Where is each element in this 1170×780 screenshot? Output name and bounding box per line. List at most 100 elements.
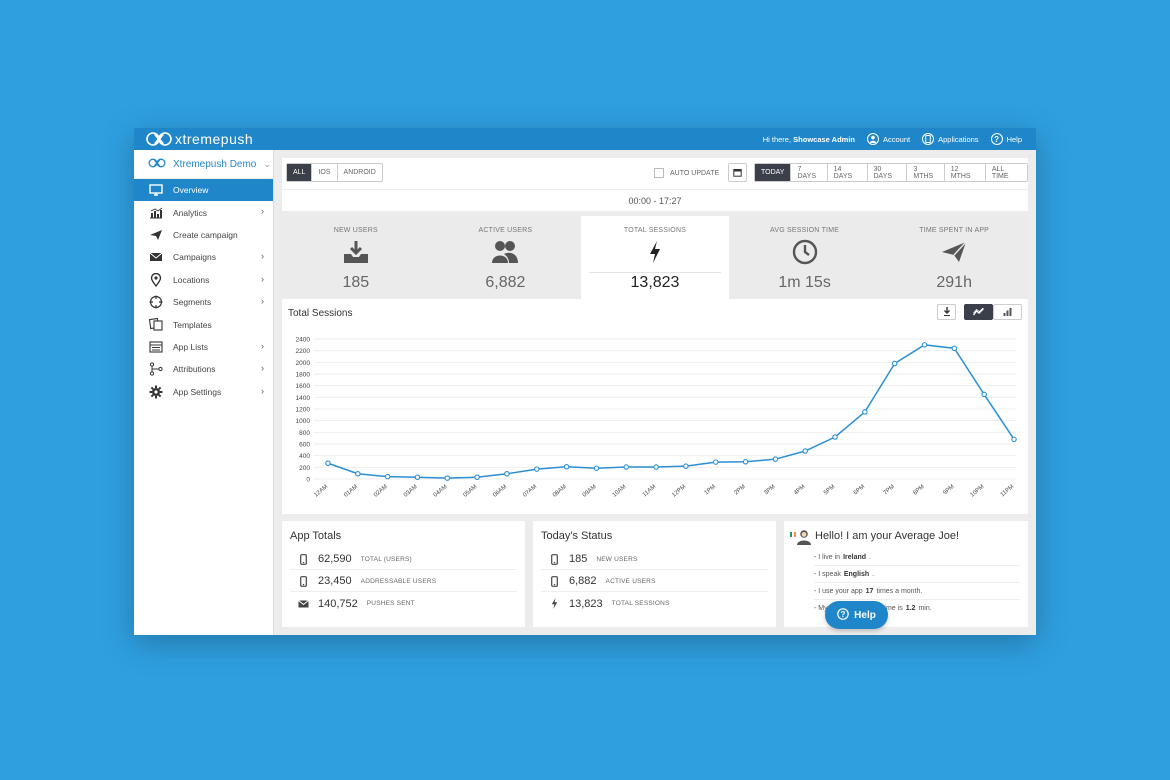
logo[interactable]: xtremepush <box>146 130 253 148</box>
x-tick-label: 3PM <box>763 484 776 497</box>
download-chart-button[interactable] <box>937 304 956 320</box>
data-point[interactable] <box>414 474 421 481</box>
data-point[interactable] <box>1011 436 1017 443</box>
joe-line-text: - I speak <box>814 570 841 578</box>
y-tick-label: 1400 <box>296 395 311 402</box>
data-point[interactable] <box>355 471 361 477</box>
stat-time-spent[interactable]: TIME SPENT IN APP 291h <box>880 216 1028 299</box>
stat-avg-session-time[interactable]: AVG SESSION TIME 1m 15s <box>730 216 879 299</box>
account-link[interactable]: Account <box>867 133 910 145</box>
data-point[interactable] <box>444 475 451 481</box>
bar-chart-button[interactable] <box>993 304 1022 320</box>
data-point[interactable] <box>712 459 719 465</box>
y-tick-label: 1800 <box>296 372 311 379</box>
data-point[interactable] <box>623 464 630 470</box>
x-tick-label: 11PM <box>1000 484 1016 498</box>
data-point[interactable] <box>951 345 958 352</box>
data-point[interactable] <box>742 459 749 465</box>
joe-line-text: - I live in <box>814 553 841 561</box>
data-point[interactable] <box>384 473 391 480</box>
sidebar-item-label: Templates <box>173 319 212 330</box>
chart-title: Total Sessions <box>288 308 353 319</box>
range-30-days-button[interactable]: 30 DAYS <box>868 164 908 181</box>
sidebar-item-locations[interactable]: Locations › <box>134 269 273 291</box>
app-name: Xtremepush Demo <box>173 158 257 170</box>
sidebar-item-overview[interactable]: Overview <box>134 179 273 202</box>
help-link[interactable]: ? Help <box>990 133 1022 145</box>
stat-value: 291h <box>936 274 972 291</box>
app-totals-title: App Totals <box>290 530 342 542</box>
sidebar-item-attributions[interactable]: Attributions › <box>134 358 273 380</box>
range-3-months-button[interactable]: 3 MTHS <box>907 164 945 181</box>
y-tick-label: 1600 <box>296 383 311 390</box>
sidebar-item-label: App Settings <box>173 386 222 397</box>
stat-label: NEW USERS <box>333 227 378 234</box>
data-point[interactable] <box>325 460 331 467</box>
x-tick-label: 10PM <box>970 484 986 499</box>
platform-all-button[interactable]: ALL <box>287 164 313 181</box>
sidebar-item-campaigns[interactable]: Campaigns › <box>134 246 273 268</box>
sidebar-item-templates[interactable]: Templates <box>134 313 273 335</box>
data-point[interactable] <box>653 464 659 470</box>
data-point[interactable] <box>772 456 779 462</box>
lightning-icon <box>581 237 729 267</box>
new-users-label: NEW USERS <box>596 555 638 563</box>
stat-total-sessions[interactable]: TOTAL SESSIONS 13,823 <box>581 216 729 299</box>
line-chart-button[interactable] <box>964 304 993 320</box>
range-7-days-button[interactable]: 7 DAYS <box>791 164 828 181</box>
stat-divider <box>589 272 721 273</box>
range-today-button[interactable]: TODAY <box>755 164 792 181</box>
xtremepush-logo-icon <box>146 131 172 147</box>
joe-line-value: 1.2 <box>905 605 916 612</box>
total-users-value: 62,590 <box>318 553 352 565</box>
data-point[interactable] <box>474 474 480 481</box>
data-point[interactable] <box>683 463 689 469</box>
sidebar-item-segments[interactable]: Segments › <box>134 291 273 313</box>
x-tick-label: 2PM <box>734 484 747 497</box>
sidebar-item-create-campaign[interactable]: Create campaign <box>134 224 273 246</box>
data-point[interactable] <box>802 448 808 454</box>
sidebar-item-app-lists[interactable]: App Lists › <box>134 336 273 358</box>
sidebar-item-app-settings[interactable]: App Settings › <box>134 381 273 403</box>
data-point[interactable] <box>921 342 928 348</box>
x-tick-label: 10AM <box>612 484 628 499</box>
stat-new-users[interactable]: NEW USERS 185 <box>282 216 430 299</box>
new-users-value: 185 <box>569 553 588 565</box>
data-point[interactable] <box>534 466 540 472</box>
data-point[interactable] <box>862 409 868 415</box>
data-point[interactable] <box>891 360 898 367</box>
help-button[interactable]: ? Help <box>825 601 888 629</box>
xtremepush-logo-icon <box>148 158 166 171</box>
greeting: Hi there, Showcase Admin <box>763 135 855 144</box>
range-12-months-button[interactable]: 12 MTHS <box>945 164 986 181</box>
data-point[interactable] <box>504 471 510 477</box>
data-point[interactable] <box>563 464 570 470</box>
sidebar-item-label: Analytics <box>173 207 208 218</box>
auto-update-checkbox[interactable] <box>654 168 664 178</box>
range-14-days-button[interactable]: 14 DAYS <box>828 164 868 181</box>
data-point[interactable] <box>832 434 838 440</box>
stat-active-users[interactable]: ACTIVE USERS 6,882 <box>431 216 580 299</box>
brand-name: xtremepush <box>175 131 254 147</box>
x-tick-label: 7PM <box>883 484 896 497</box>
envelope-icon <box>148 250 164 264</box>
data-point[interactable] <box>593 465 600 471</box>
stat-label: ACTIVE USERS <box>478 227 533 234</box>
joe-line-text: times a month. <box>876 587 923 595</box>
calendar-icon <box>733 164 742 182</box>
platform-ios-button[interactable]: IOS <box>312 164 338 181</box>
avatar-icon <box>790 529 812 550</box>
applications-link[interactable]: Applications <box>922 133 979 145</box>
sidebar-item-analytics[interactable]: Analytics › <box>134 201 273 223</box>
calendar-button[interactable] <box>728 163 747 182</box>
platform-android-button[interactable]: ANDROID <box>343 169 376 176</box>
y-tick-label: 400 <box>299 453 310 460</box>
app-switcher[interactable]: Xtremepush Demo ⌄ <box>134 150 273 179</box>
active-users-value: 6,882 <box>569 575 597 587</box>
data-point[interactable] <box>981 391 987 398</box>
auto-update-toggle[interactable]: AUTO UPDATE <box>654 168 719 178</box>
lightning-icon <box>547 598 561 609</box>
x-tick-label: 03AM <box>403 484 419 499</box>
x-tick-label: 01AM <box>343 484 359 499</box>
range-all-time-button[interactable]: ALL TIME <box>991 165 1009 180</box>
